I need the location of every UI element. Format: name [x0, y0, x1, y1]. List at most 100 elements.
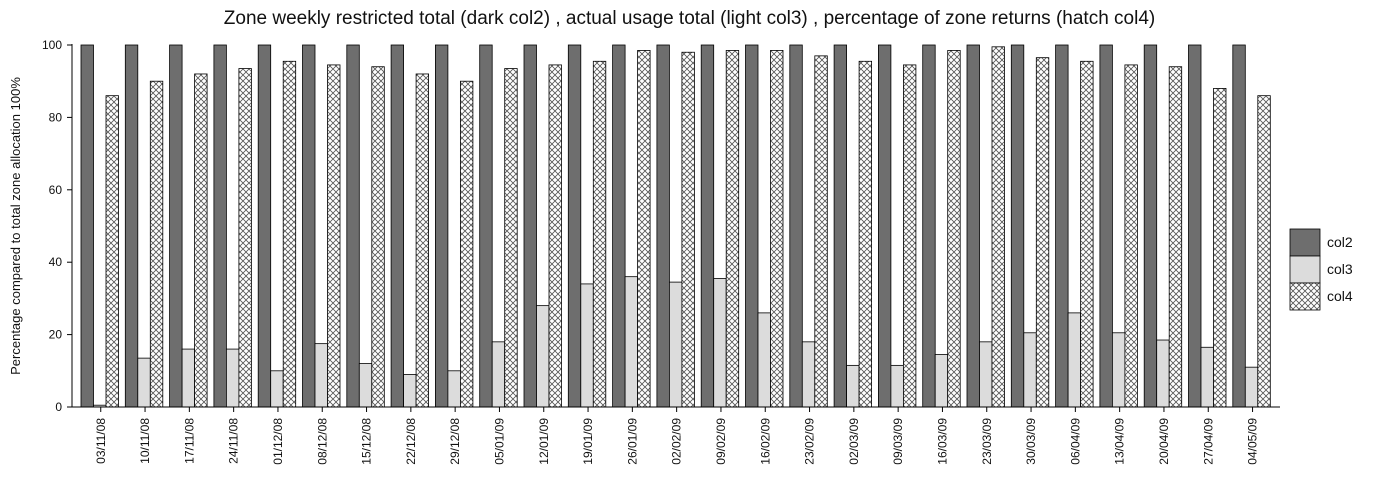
bar-col3-12 — [624, 276, 638, 408]
bar-col2-24 — [1143, 44, 1158, 408]
bar-col3-10 — [536, 305, 550, 408]
bars-layer — [80, 44, 1271, 408]
x-tick-label: 17/11/08 — [182, 418, 196, 464]
x-tick-label: 30/03/09 — [1024, 418, 1038, 465]
x-tick-label: 16/02/09 — [758, 418, 772, 465]
bar-col3-13 — [669, 281, 683, 408]
bar-col3-2 — [181, 348, 196, 408]
bar-col4-10 — [548, 64, 562, 408]
bar-col2-6 — [346, 44, 360, 408]
bar-col4-17 — [858, 60, 872, 408]
y-tick-label: 60 — [49, 183, 63, 197]
x-ticks: 03/11/08 10/11/08 17/11/08 24/11/08 01/12/08… — [94, 407, 1260, 465]
bar-col2-8 — [434, 44, 449, 408]
bar-col2-10 — [523, 44, 537, 408]
bar-col3-22 — [1067, 312, 1081, 408]
x-tick-label: 12/01/09 — [537, 418, 551, 465]
bar-col4-19 — [947, 50, 961, 408]
bar-col2-5 — [302, 44, 316, 408]
bar-col2-2 — [169, 44, 183, 408]
bar-col3-11 — [580, 283, 594, 408]
x-tick-label: 22/12/08 — [404, 418, 418, 465]
bar-col2-11 — [567, 44, 582, 408]
bar-col2-16 — [789, 44, 803, 408]
bar-col3-20 — [979, 341, 993, 408]
legend: col2 col3 col4 — [1289, 228, 1353, 311]
bar-col2-13 — [656, 44, 670, 408]
bar-col4-21 — [1035, 57, 1050, 408]
legend-swatch-col2 — [1289, 228, 1321, 257]
bar-col4-4 — [282, 60, 297, 408]
x-tick-label: 09/02/09 — [714, 418, 728, 465]
x-tick-label: 15/12/08 — [360, 418, 374, 465]
bar-col3-1 — [137, 357, 151, 408]
bar-col4-22 — [1080, 60, 1094, 408]
bar-col4-5 — [327, 64, 341, 408]
legend-label-col2: col2 — [1327, 234, 1353, 250]
chart-title: Zone weekly restricted total (dark col2)… — [223, 8, 1156, 29]
y-tick-label: 0 — [55, 400, 62, 414]
bar-col3-17 — [846, 364, 860, 408]
bar-col4-16 — [814, 55, 828, 408]
bar-col3-25 — [1200, 346, 1214, 408]
bar-col3-16 — [801, 341, 816, 408]
bar-col2-14 — [700, 44, 715, 408]
y-tick-label: 100 — [42, 38, 62, 52]
x-tick-label: 24/11/08 — [227, 418, 241, 464]
bar-col4-26 — [1257, 95, 1271, 408]
bar-col4-1 — [149, 80, 164, 408]
bar-col2-25 — [1188, 44, 1202, 408]
bar-col2-21 — [1010, 44, 1025, 408]
bar-col4-3 — [238, 68, 252, 408]
x-tick-label: 02/02/09 — [670, 418, 684, 465]
bar-col2-17 — [833, 44, 847, 408]
bar-col3-7 — [403, 374, 417, 408]
x-tick-label: 06/04/09 — [1068, 418, 1082, 465]
bar-col2-18 — [878, 44, 892, 408]
bar-col2-9 — [479, 44, 493, 408]
bar-col4-11 — [592, 60, 607, 408]
bar-col2-3 — [213, 44, 227, 408]
bar-col2-15 — [745, 44, 759, 408]
bar-col4-18 — [903, 64, 917, 408]
x-tick-label: 03/11/08 — [94, 418, 108, 464]
bar-col4-6 — [371, 66, 385, 408]
bar-col3-23 — [1112, 332, 1126, 408]
bar-col3-4 — [270, 370, 284, 408]
bar-col2-26 — [1232, 44, 1246, 408]
axes-layer — [71, 44, 1280, 408]
x-tick-label: 27/04/09 — [1201, 418, 1215, 465]
bar-col4-9 — [504, 68, 518, 408]
x-tick-label: 29/12/08 — [448, 418, 462, 465]
x-tick-label: 02/03/09 — [847, 418, 861, 465]
x-tick-label: 04/05/09 — [1246, 418, 1260, 465]
bar-col3-18 — [890, 364, 904, 408]
y-ticks: 0 20 40 60 80 100 — [42, 38, 72, 414]
bar-col3-19 — [934, 354, 949, 408]
bar-col4-24 — [1168, 66, 1183, 408]
x-tick-label: 26/01/09 — [625, 418, 639, 465]
x-tick-label: 10/11/08 — [138, 418, 152, 464]
bar-col2-1 — [124, 44, 139, 408]
bar-col2-12 — [612, 44, 626, 408]
bar-col4-14 — [725, 50, 740, 408]
bar-col3-8 — [447, 370, 461, 408]
bar-col4-2 — [194, 73, 208, 408]
bar-col3-9 — [491, 341, 506, 408]
x-tick-label: 20/04/09 — [1157, 418, 1171, 465]
bar-col4-23 — [1124, 64, 1138, 408]
bar-col4-15 — [770, 50, 784, 408]
bar-col2-19 — [922, 44, 936, 408]
bar-col4-7 — [415, 73, 430, 408]
bar-col4-8 — [459, 80, 474, 408]
bar-col3-26 — [1244, 366, 1259, 408]
legend-swatch-col3 — [1289, 255, 1321, 284]
y-axis-label: Percentage compared to total zone alloca… — [8, 77, 23, 375]
legend-swatch-col4 — [1289, 282, 1321, 311]
y-tick-label: 80 — [49, 110, 63, 124]
x-tick-label: 09/03/09 — [891, 418, 905, 465]
bar-col3-24 — [1156, 339, 1170, 408]
bar-col2-7 — [390, 44, 405, 408]
bar-col4-20 — [991, 46, 1005, 408]
